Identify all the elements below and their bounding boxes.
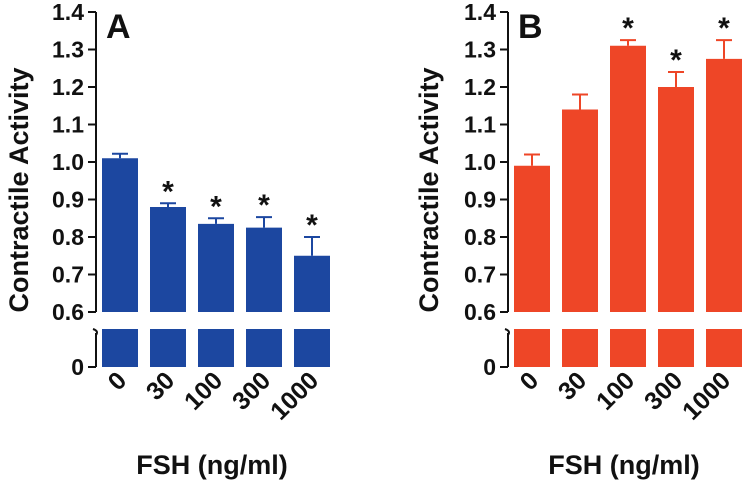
y-tick-label: 0.8: [52, 224, 84, 250]
bar: [706, 58, 742, 312]
y-tick-label: 1.0: [52, 149, 84, 175]
x-axis-label: FSH (ng/ml): [548, 450, 699, 480]
bar-lower-segment: [198, 329, 234, 367]
chart-panel-b: 0.6 0.7 0.8 0.9 1.0 1.1 1.2 1.3 1.4 0 Contractile …: [414, 0, 742, 480]
y-tick-label: 0.6: [464, 299, 496, 325]
bar: [562, 109, 598, 312]
bar: [102, 158, 138, 312]
x-tick-label: 1000: [265, 366, 324, 425]
x-tick-label: 1000: [677, 366, 736, 425]
chart-panel-a: 0.6 0.7 0.8 0.9 1.0 1.1 1.2 1.3 1.4 0 Contractile …: [4, 0, 330, 480]
y-tick-label: 0.9: [52, 187, 84, 213]
y-tick-label: 1.1: [464, 112, 496, 138]
y-tick-label: 0.9: [464, 187, 496, 213]
bar-lower-segment: [610, 329, 646, 367]
y-tick-label: 0.6: [52, 299, 84, 325]
y-tick-label: 1.3: [52, 37, 84, 63]
significance-star: *: [258, 189, 270, 222]
bar-lower-segment: [514, 329, 550, 367]
panel-label: A: [106, 8, 131, 46]
y-tick-label: 1.3: [464, 37, 496, 63]
x-tick-label: 30: [141, 366, 180, 405]
x-tick-label: 100: [591, 366, 640, 415]
x-tick-label: 100: [179, 366, 228, 415]
bar-lower-segment: [150, 329, 186, 367]
x-tick-label: 0: [103, 366, 133, 396]
axis-break-mark: [92, 328, 98, 336]
bar-lower-segment: [246, 329, 282, 367]
y-tick-label-zero: 0: [71, 354, 84, 380]
y-tick-label: 1.1: [52, 112, 84, 138]
y-tick-label: 1.4: [464, 0, 496, 25]
axis-break-mark: [504, 328, 510, 336]
bar: [514, 165, 550, 312]
bar-lower-segment: [102, 329, 138, 367]
y-tick-label: 1.0: [464, 149, 496, 175]
significance-star: *: [210, 190, 222, 223]
bar: [150, 207, 186, 312]
significance-star: *: [306, 209, 318, 242]
bar: [658, 87, 694, 312]
significance-star: *: [622, 12, 634, 45]
y-tick-label: 1.4: [52, 0, 84, 25]
significance-star: *: [162, 175, 174, 208]
y-tick-label: 0.7: [464, 262, 496, 288]
y-axis-label: Contractile Activity: [4, 67, 34, 312]
bar: [610, 45, 646, 312]
bar-lower-segment: [658, 329, 694, 367]
bar-lower-segment: [706, 329, 742, 367]
bar-lower-segment: [562, 329, 598, 367]
significance-star: *: [718, 12, 730, 45]
x-tick-label: 30: [553, 366, 592, 405]
y-axis-label: Contractile Activity: [414, 67, 444, 312]
panel-label: B: [518, 8, 543, 46]
bar: [246, 227, 282, 312]
y-tick-label: 1.2: [464, 74, 496, 100]
bar-lower-segment: [294, 329, 330, 367]
y-tick-label-zero: 0: [483, 354, 496, 380]
bar: [294, 255, 330, 312]
x-axis-label: FSH (ng/ml): [136, 450, 287, 480]
significance-star: *: [670, 44, 682, 77]
y-tick-label: 0.7: [52, 262, 84, 288]
x-tick-label: 0: [515, 366, 545, 396]
bar: [198, 223, 234, 312]
y-tick-label: 0.8: [464, 224, 496, 250]
y-tick-label: 1.2: [52, 74, 84, 100]
